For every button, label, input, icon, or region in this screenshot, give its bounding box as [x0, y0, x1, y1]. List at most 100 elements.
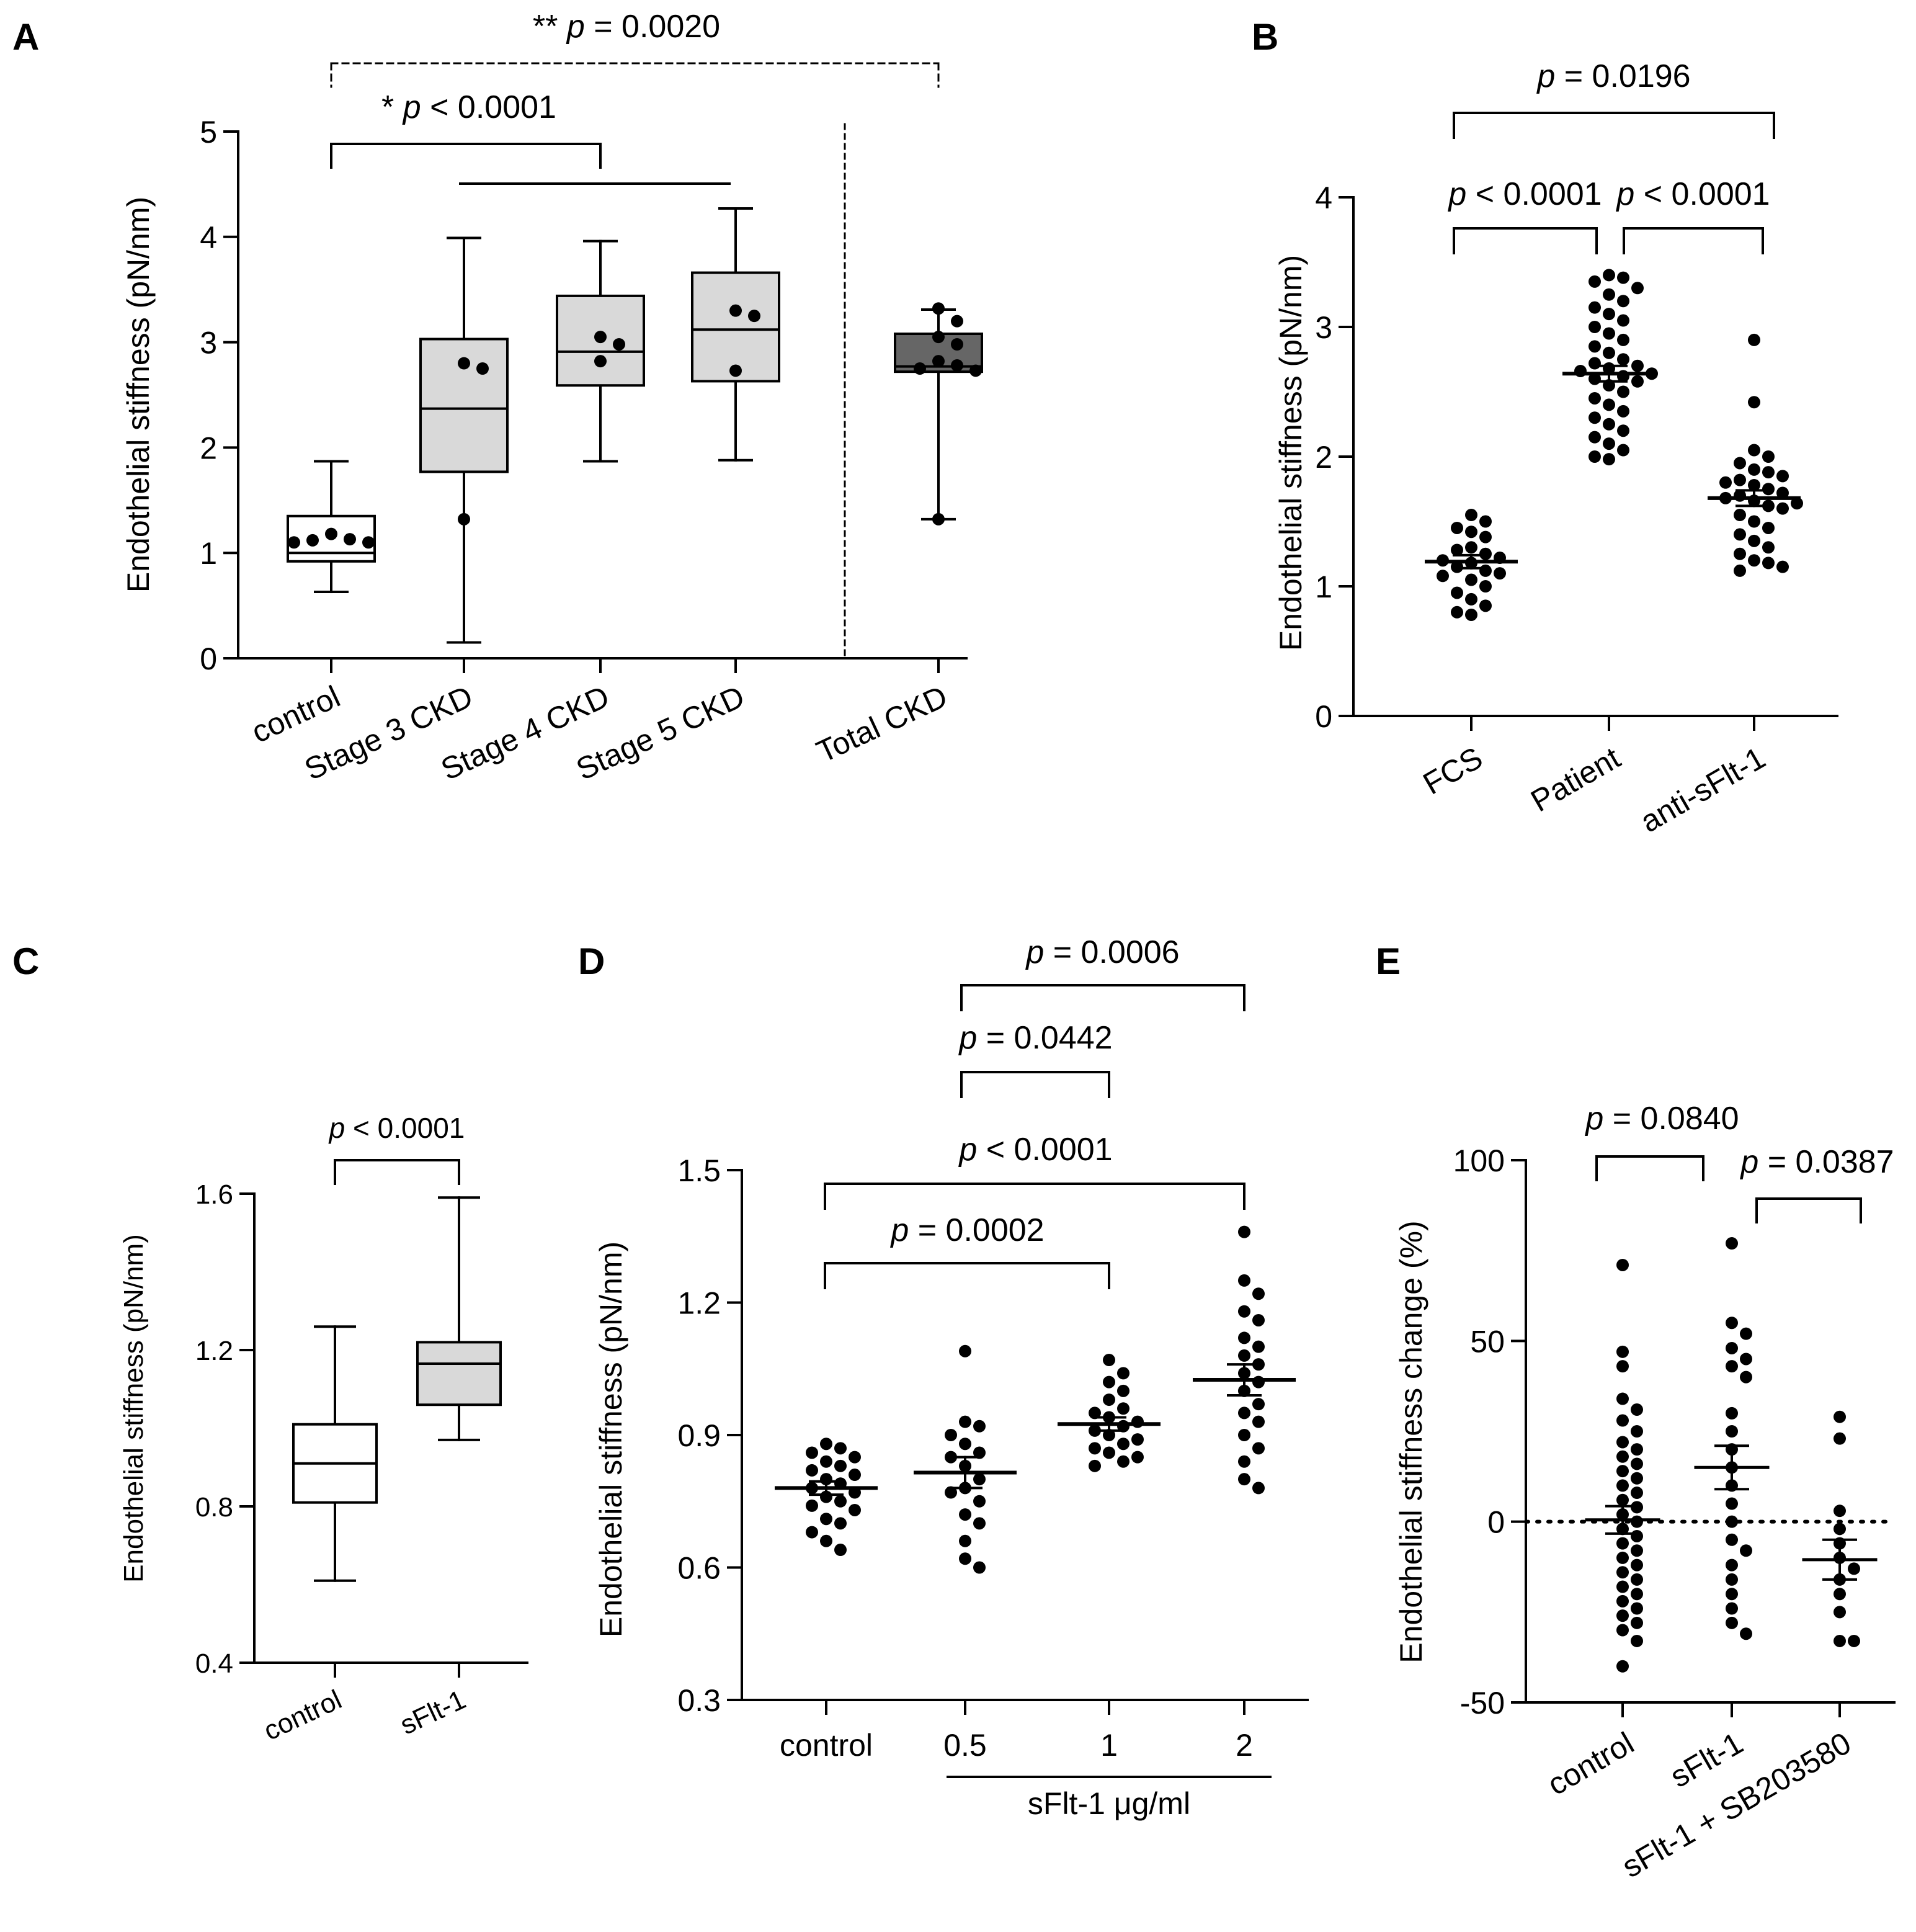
data-point — [1617, 424, 1629, 437]
data-point — [729, 304, 742, 317]
data-point — [1734, 509, 1746, 522]
y-axis-title: Endothelial stiffness (pN/nm) — [118, 1234, 149, 1583]
y-tick-label: 100 — [1453, 1143, 1505, 1178]
data-point — [1748, 515, 1760, 528]
data-point — [849, 1451, 861, 1464]
data-point — [1726, 1497, 1738, 1510]
data-point — [945, 1486, 957, 1499]
data-point — [1617, 271, 1629, 284]
data-point — [1616, 1624, 1629, 1637]
data-point — [594, 355, 607, 368]
data-point — [1494, 567, 1506, 580]
data-point — [806, 1526, 818, 1539]
data-point — [1451, 586, 1463, 599]
data-point — [1588, 301, 1601, 314]
data-point — [1479, 547, 1492, 560]
data-point — [1252, 1287, 1265, 1300]
data-point — [1631, 1588, 1643, 1601]
group-1 — [1694, 1237, 1770, 1640]
data-point — [1631, 1472, 1643, 1485]
sig-label: p = 0.0006 — [1025, 934, 1179, 970]
data-point — [1252, 1482, 1265, 1495]
data-point — [1616, 1465, 1629, 1478]
data-point — [1848, 1634, 1860, 1647]
data-point — [1631, 359, 1644, 372]
data-point — [1117, 1367, 1130, 1380]
data-point — [820, 1455, 832, 1468]
group-3 — [1193, 1225, 1296, 1495]
data-point — [1616, 1414, 1629, 1427]
data-point — [1748, 333, 1760, 346]
data-point — [1465, 593, 1477, 606]
data-point — [959, 1344, 971, 1357]
y-tick-label: 4 — [200, 220, 217, 255]
y-tick-label: 0.4 — [195, 1648, 233, 1679]
y-tick-label: 0 — [200, 642, 217, 676]
data-point — [1131, 1415, 1144, 1428]
data-point — [1834, 1505, 1846, 1518]
data-point — [1479, 564, 1492, 577]
data-point — [1734, 564, 1746, 577]
data-point — [1588, 450, 1601, 463]
data-point — [458, 357, 470, 370]
data-point — [1616, 1345, 1629, 1358]
data-point — [806, 1446, 818, 1459]
data-point — [1726, 1533, 1738, 1546]
data-point — [973, 1446, 986, 1459]
box-iqr — [416, 1341, 502, 1407]
data-point — [1588, 275, 1601, 288]
data-point — [1734, 473, 1746, 486]
data-point — [1588, 357, 1601, 370]
data-point — [1726, 1317, 1738, 1330]
data-point — [1603, 308, 1615, 321]
data-point — [1238, 1274, 1250, 1287]
box-iqr — [691, 271, 780, 383]
data-point — [1631, 1544, 1643, 1557]
data-point — [1616, 1436, 1629, 1449]
data-point — [1616, 1580, 1629, 1593]
x-tick-label: control — [780, 1728, 873, 1763]
data-point — [1834, 1523, 1846, 1536]
data-point — [1776, 470, 1789, 483]
panel-label-c: C — [12, 941, 39, 982]
y-axis-title: Endothelial stiffness (pN/nm) — [121, 197, 156, 593]
y-tick-label: 5 — [200, 115, 217, 150]
sig-label: p = 0.0196 — [1536, 58, 1690, 94]
group-label: sFlt-1 μg/ml — [1028, 1786, 1190, 1821]
sig-label: p < 0.0001 — [1615, 176, 1770, 212]
data-point — [1616, 1258, 1629, 1271]
panel-label-b: B — [1252, 16, 1278, 58]
data-point — [1131, 1451, 1144, 1464]
data-point — [1451, 543, 1463, 557]
sig-label: p = 0.0002 — [889, 1212, 1044, 1248]
data-point — [973, 1561, 986, 1574]
data-point — [959, 1534, 971, 1547]
data-point — [1252, 1313, 1265, 1326]
data-point — [1603, 398, 1615, 411]
data-point — [458, 512, 470, 525]
data-point — [834, 1544, 847, 1557]
data-point — [806, 1499, 818, 1512]
data-point — [1834, 1606, 1846, 1619]
y-tick-label: -50 — [1460, 1686, 1505, 1720]
data-point — [1726, 1360, 1738, 1373]
data-point — [1479, 530, 1492, 543]
group-1 — [914, 1344, 1017, 1574]
y-tick-label: 2 — [200, 431, 217, 465]
data-point — [973, 1420, 986, 1433]
data-point — [1631, 375, 1644, 388]
data-point — [1740, 1327, 1752, 1340]
data-point — [1451, 521, 1463, 534]
data-point — [1238, 1331, 1250, 1344]
data-point — [932, 302, 945, 315]
group-2 — [1708, 333, 1803, 577]
data-point — [1588, 340, 1601, 353]
data-point — [1762, 450, 1775, 463]
data-point — [1631, 1573, 1643, 1586]
data-point — [748, 310, 760, 323]
group-0 — [1585, 1258, 1660, 1673]
y-axis-title: Endothelial stiffness change (%) — [1394, 1220, 1428, 1663]
data-point — [1631, 1403, 1643, 1416]
data-point — [959, 1415, 971, 1428]
